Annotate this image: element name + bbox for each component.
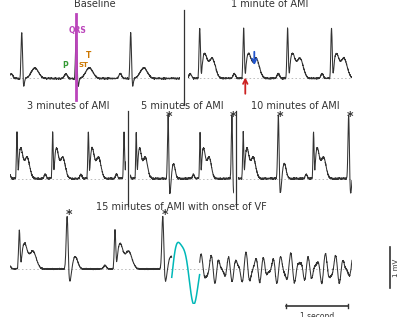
Text: P: P bbox=[62, 61, 68, 70]
Text: *: * bbox=[230, 110, 236, 123]
Text: *: * bbox=[166, 110, 172, 123]
Title: 5 minutes of AMI: 5 minutes of AMI bbox=[140, 101, 223, 111]
Text: *: * bbox=[161, 208, 168, 221]
Text: *: * bbox=[276, 110, 283, 123]
Text: 1 mV: 1 mV bbox=[393, 258, 399, 277]
Text: ST: ST bbox=[78, 62, 88, 68]
Text: *: * bbox=[66, 208, 72, 221]
Text: QRS: QRS bbox=[69, 26, 87, 35]
Title: 15 minutes of AMI with onset of VF: 15 minutes of AMI with onset of VF bbox=[96, 202, 266, 212]
Text: *: * bbox=[346, 110, 353, 123]
Text: 1 second: 1 second bbox=[300, 312, 334, 317]
Text: T: T bbox=[86, 51, 92, 60]
Title: 1 minute of AMI: 1 minute of AMI bbox=[231, 0, 309, 10]
Title: 10 minutes of AMI: 10 minutes of AMI bbox=[250, 101, 339, 111]
Title: Baseline: Baseline bbox=[74, 0, 116, 10]
Title: 3 minutes of AMI: 3 minutes of AMI bbox=[27, 101, 109, 111]
